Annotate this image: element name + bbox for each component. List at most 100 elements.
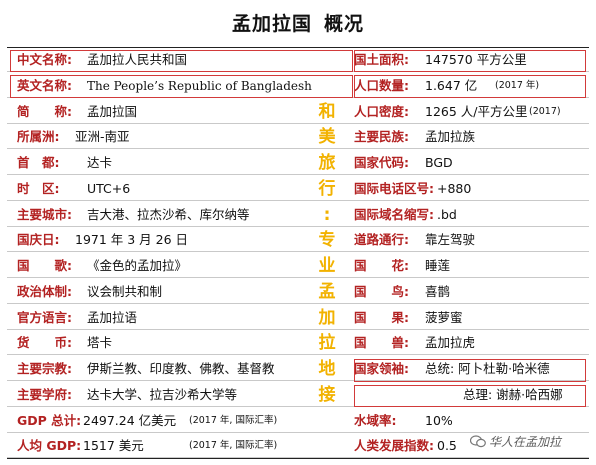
- row-left-value: 孟加拉人民共和国: [87, 52, 188, 67]
- row-right-value: 孟加拉族: [425, 129, 476, 145]
- row-left-label: 政治体制:: [17, 283, 72, 299]
- table-row: 国庆日: 1971 年 3 月 26 日 专 道路通行: 靠左驾驶: [7, 228, 589, 253]
- row-left-label: 货 币:: [17, 335, 72, 351]
- row-right-value: 0.5: [437, 438, 457, 454]
- row-right-label: 国家领袖:: [354, 361, 409, 376]
- row-left-label: 人均 GDP:: [17, 438, 82, 454]
- row-right-label: 国 兽:: [354, 335, 409, 351]
- row-right-label: 国 果:: [354, 309, 409, 325]
- row-right-value: +880: [437, 180, 472, 196]
- table-row: 国 歌: 《金色的孟加拉》 业 国 花: 睡莲: [7, 254, 589, 278]
- row-accent-char: 美: [318, 127, 336, 148]
- overview-table: 中文名称: 孟加拉人民共和国 国土面积: 147570 平方公里英文名称: The Pe…: [7, 47, 589, 459]
- row-left-value: 达卡: [87, 155, 113, 170]
- row-right-label: 国际电话区号:: [354, 180, 434, 196]
- row-right-value: 孟加拉虎: [425, 335, 476, 351]
- row-accent-char: 地: [318, 359, 336, 379]
- wechat-icon: [470, 435, 486, 448]
- row-accent-char: [307, 434, 347, 458]
- row-right-value: 10%: [425, 412, 453, 428]
- row-left-label: 所属洲:: [17, 129, 60, 145]
- row-right-label: 国土面积:: [354, 52, 409, 67]
- table-row: 主要城市: 吉大港、拉杰沙希、库尔纳等: 国际域名缩写: .bd: [7, 203, 589, 227]
- row-right-label: 国 花:: [354, 258, 409, 273]
- table-row: GDP 总计: 2497.24 亿美元 (2017 年, 国际汇率) 水域率: 10%: [7, 409, 589, 433]
- row-left-value: 伊斯兰教、印度教、佛教、基督教: [87, 361, 275, 376]
- row-accent-char: 加: [318, 307, 336, 328]
- row-left-note: (2017 年, 国际汇率): [189, 440, 278, 452]
- table-row: 货 币: 塔卡 拉 国 兽: 孟加拉虎: [7, 331, 589, 356]
- row-left-value: 议会制共和制: [87, 283, 163, 299]
- row-right-value: 睡莲: [425, 258, 451, 273]
- row-right-label: 人口密度:: [354, 103, 409, 119]
- row-right-note: (2017 年): [495, 79, 540, 91]
- row-left-label: 主要城市:: [17, 206, 72, 222]
- row-left-value: 2497.24 亿美元: [83, 412, 177, 428]
- row-left-label: 首 都:: [17, 155, 60, 170]
- row-accent-char: 孟: [318, 281, 336, 302]
- row-right-label: 主要民族:: [354, 129, 409, 145]
- row-accent-char: 接: [318, 384, 336, 405]
- row-right-label: 国 鸟:: [354, 283, 409, 299]
- table-row: 政治体制: 议会制共和制 孟 国 鸟: 喜鹊: [7, 280, 589, 304]
- table-row: 人均 GDP: 1517 美元 (2017 年, 国际汇率) 人类发展指数: 0.5: [7, 434, 589, 459]
- row-right-label: 水域率:: [354, 412, 397, 428]
- table-row: 首 都: 达卡 旅 国家代码: BGD: [7, 151, 589, 175]
- row-left-value: 塔卡: [87, 335, 113, 351]
- row-left-label: 主要学府:: [17, 386, 72, 402]
- row-right-label: 国际域名缩写:: [354, 206, 434, 222]
- row-right-label: 国家代码:: [354, 155, 409, 170]
- row-left-label: 英文名称:: [17, 77, 72, 93]
- row-accent-char: [307, 74, 347, 98]
- row-left-label: 简 称:: [17, 103, 72, 119]
- row-accent-char: 拉: [318, 333, 336, 354]
- row-accent-char: :: [323, 204, 331, 225]
- row-left-value: 亚洲-南亚: [75, 129, 130, 145]
- row-accent-char: 业: [318, 256, 336, 276]
- row-left-label: 国 歌:: [17, 258, 72, 273]
- table-row: 所属洲: 亚洲-南亚 美 主要民族: 孟加拉族: [7, 125, 589, 150]
- row-left-value: 1517 美元: [83, 438, 144, 454]
- row-left-value: 《金色的孟加拉》: [87, 258, 188, 273]
- row-left-value: 1971 年 3 月 26 日: [75, 232, 189, 248]
- table-row: 官方语言: 孟加拉语 加 国 果: 菠萝蜜: [7, 306, 589, 330]
- row-left-value: 孟加拉语: [87, 309, 138, 325]
- row-right-label: 人类发展指数:: [354, 438, 434, 454]
- row-left-value: The People’s Republic of Bangladesh: [87, 78, 312, 93]
- table-row: 主要宗教: 伊斯兰教、印度教、佛教、基督教 地 国家领袖: 总统: 阿卜杜勒·哈米德: [7, 357, 589, 381]
- page-title: 孟加拉国 概况: [0, 9, 596, 36]
- row-right-value: BGD: [425, 155, 453, 170]
- row-accent-char: 专: [318, 230, 336, 251]
- row-accent-char: 行: [318, 178, 336, 199]
- row-right-value: 喜鹊: [425, 283, 451, 299]
- row-left-value: 达卡大学、拉吉沙希大学等: [87, 386, 238, 402]
- table-row: 主要学府: 达卡大学、拉吉沙希大学等 接 总理: 谢赫·哈西娜: [7, 383, 589, 407]
- table-row: 简 称: 孟加拉国 和 人口密度: 1265 人/平方公里 (2017): [7, 100, 589, 124]
- watermark: 华人在孟加拉: [470, 433, 561, 451]
- row-right-value: 1.647 亿: [425, 77, 478, 93]
- row-right-label: 人口数量:: [354, 77, 409, 93]
- row-accent-char: 和: [318, 101, 336, 122]
- row-right-value: 总统: 阿卜杜勒·哈米德: [425, 361, 550, 376]
- row-right-value: 菠萝蜜: [425, 309, 463, 325]
- title-sub: 概况: [324, 13, 365, 35]
- row-left-label: 官方语言:: [17, 309, 72, 325]
- row-left-value: 孟加拉国: [87, 103, 138, 119]
- table-row: 英文名称: The People’s Republic of Bangladesh…: [7, 74, 589, 98]
- row-right-value: 147570 平方公里: [425, 52, 527, 67]
- row-left-label: 国庆日:: [17, 232, 60, 248]
- row-right-value: 1265 人/平方公里: [425, 103, 528, 119]
- row-accent-char: [307, 48, 347, 72]
- row-right-note: (2017): [529, 105, 561, 117]
- row-left-label: 中文名称:: [17, 52, 72, 67]
- row-left-value: 吉大港、拉杰沙希、库尔纳等: [87, 206, 250, 222]
- row-right-value: 靠左驾驶: [425, 232, 476, 248]
- row-right-value: .bd: [437, 206, 457, 222]
- table-row: 时 区: UTC+6 行 国际电话区号: +880: [7, 177, 589, 201]
- watermark-text: 华人在孟加拉: [489, 435, 562, 449]
- row-left-label: GDP 总计:: [17, 412, 82, 428]
- row-right-value: 总理: 谢赫·哈西娜: [463, 386, 563, 402]
- row-accent-char: [307, 409, 347, 433]
- row-accent-char: 旅: [318, 153, 336, 173]
- row-left-value: UTC+6: [87, 180, 131, 196]
